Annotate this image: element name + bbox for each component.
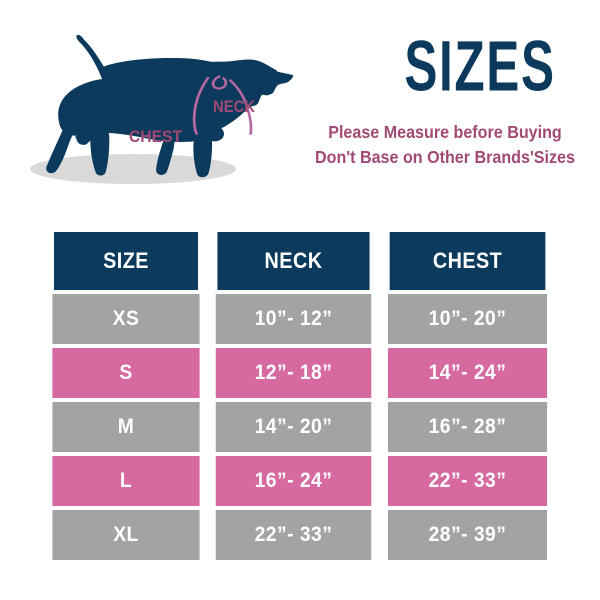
svg-text:NECK: NECK — [213, 97, 256, 116]
svg-text:CHEST: CHEST — [129, 127, 183, 146]
